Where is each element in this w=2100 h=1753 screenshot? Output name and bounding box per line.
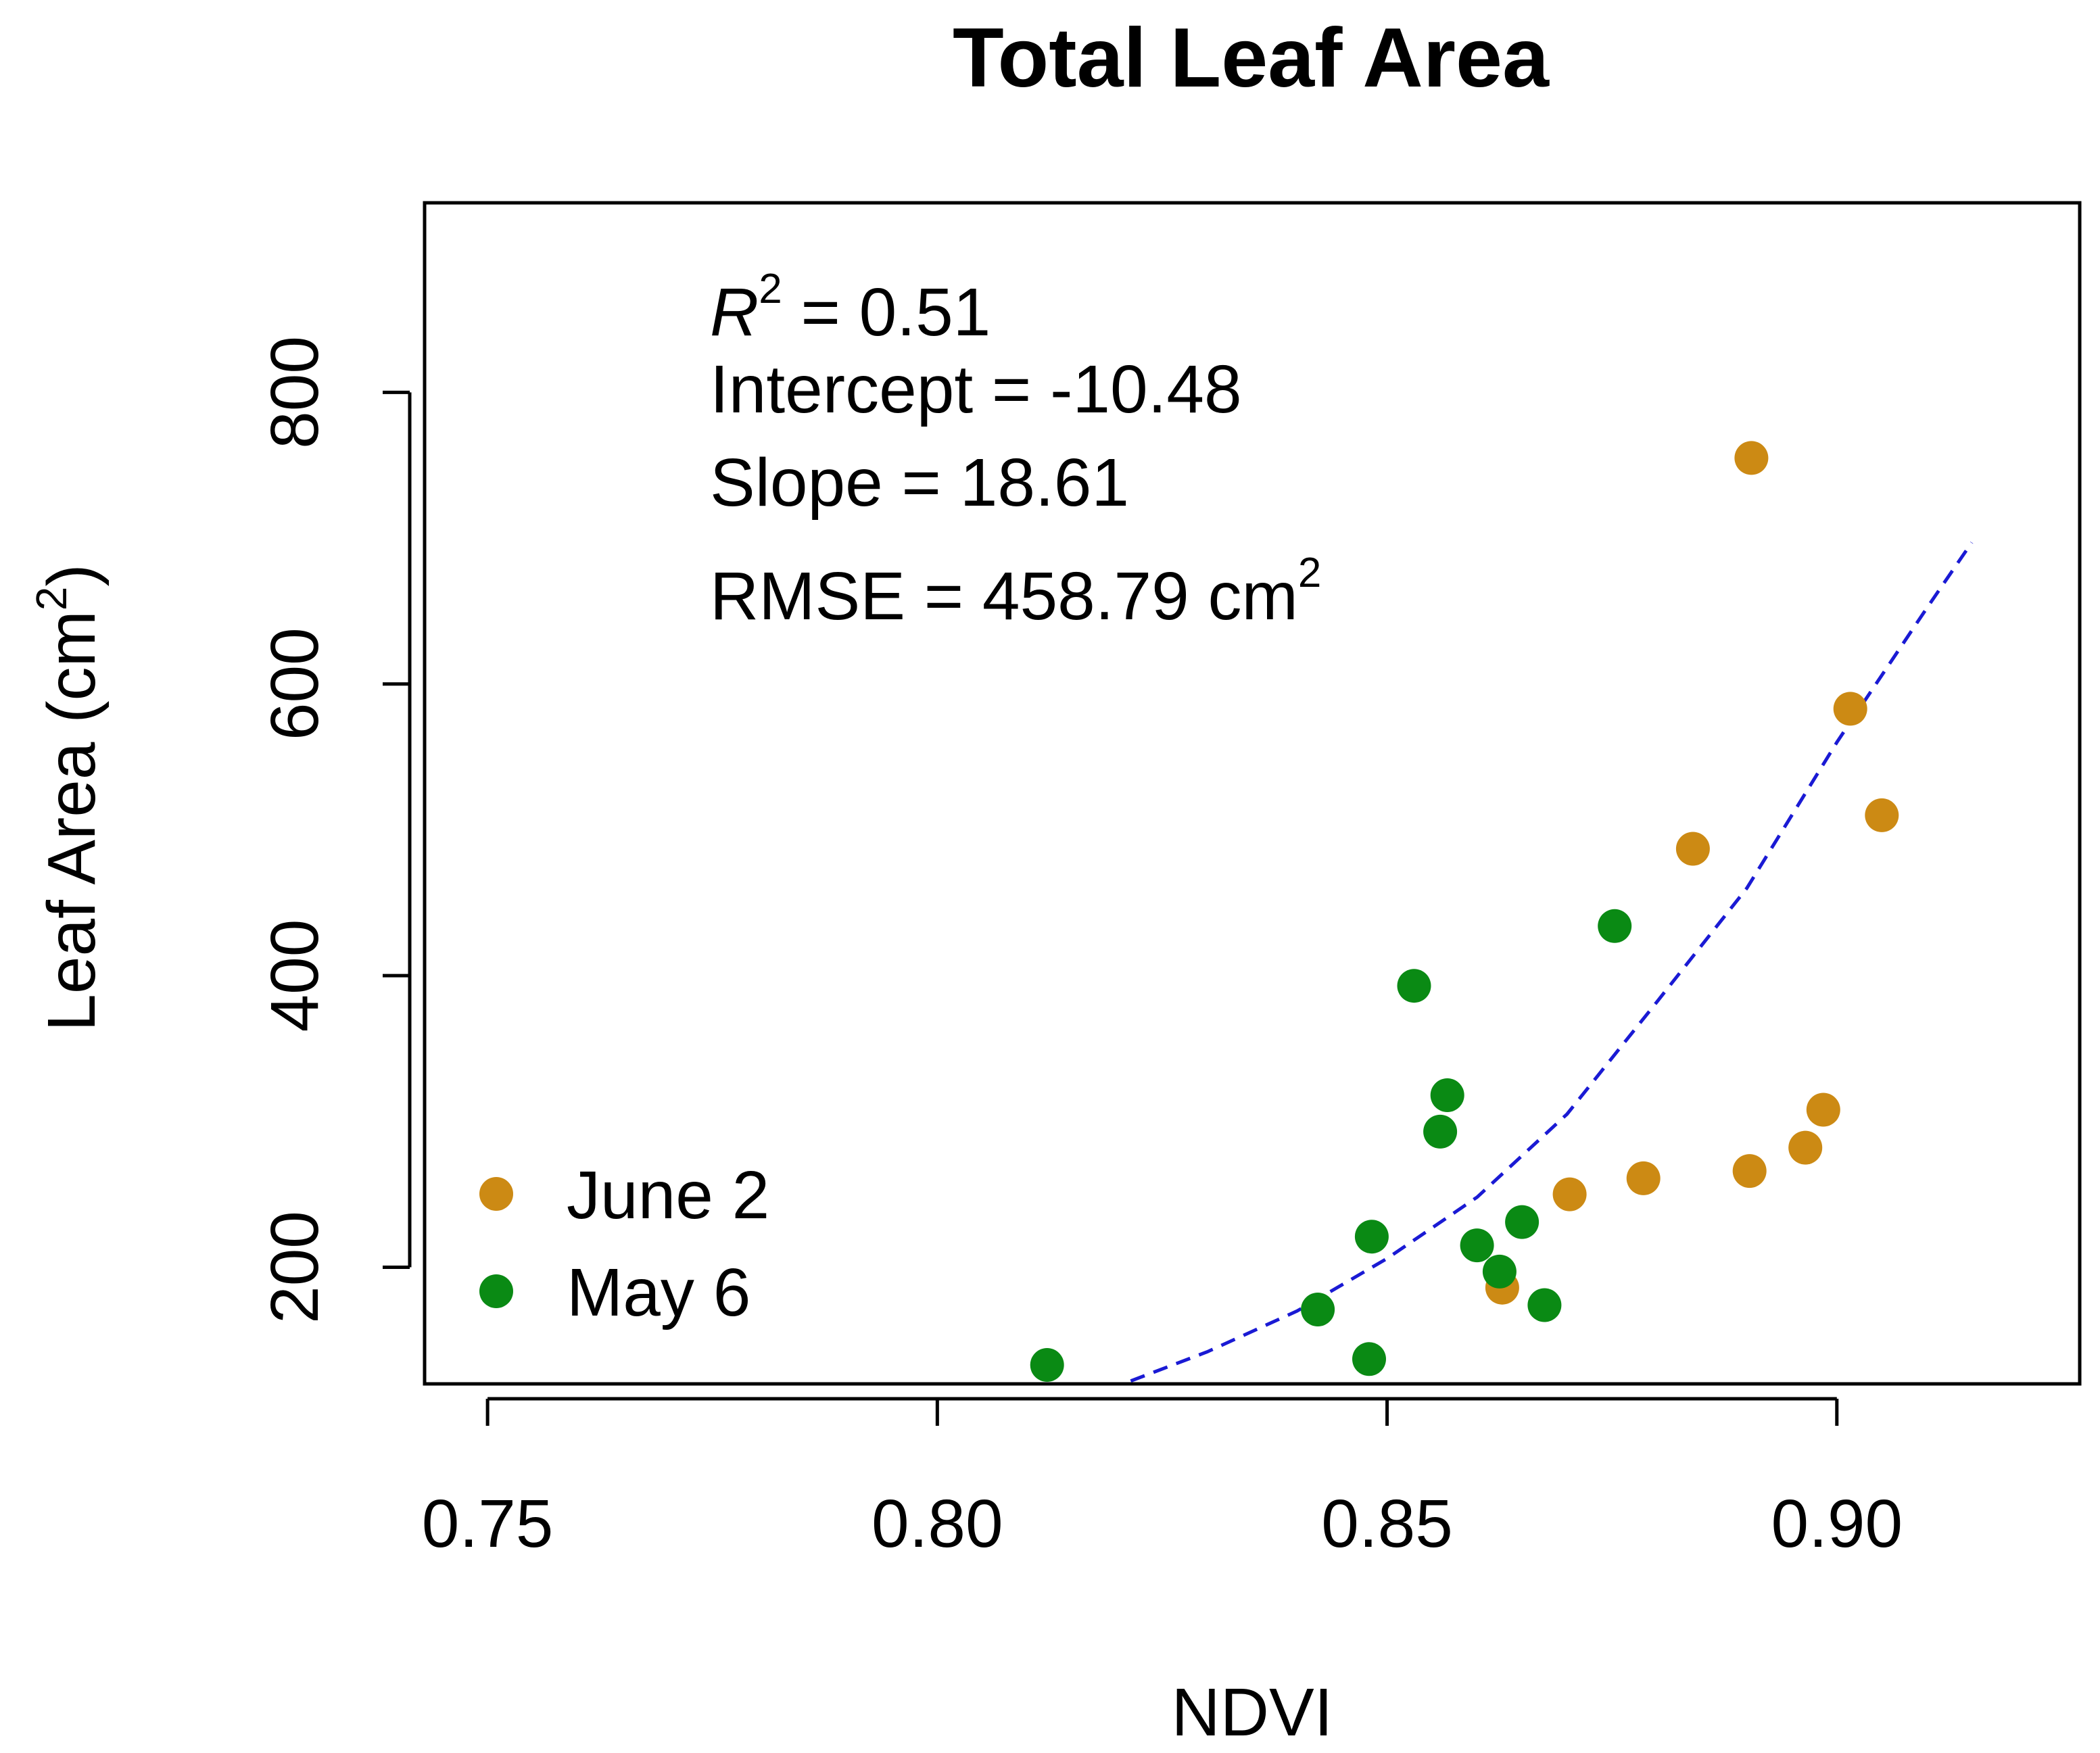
points-layer	[1030, 441, 1899, 1382]
data-point-june-2	[1675, 832, 1710, 866]
legend-marker-may-6	[479, 1274, 513, 1308]
data-point-may-6	[1527, 1288, 1562, 1322]
data-point-june-2	[1626, 1161, 1661, 1195]
data-point-may-6	[1598, 909, 1632, 943]
y-axis-label-main: Leaf Area (cm	[34, 610, 110, 1032]
legend-label-may-6: May 6	[567, 1255, 750, 1330]
x-axis-label: NDVI	[1172, 1675, 1333, 1750]
data-point-may-6	[1354, 1220, 1389, 1254]
r-squared-symbol: R	[710, 274, 759, 350]
r-squared-sup: 2	[759, 266, 782, 312]
x-axis: 0.75 0.80 0.85 0.90	[422, 1397, 1903, 1562]
data-point-june-2	[1732, 1154, 1767, 1188]
r-squared-value: = 0.51	[782, 274, 991, 350]
stats-annotation: R2 = 0.51 Intercept = -10.48 Slope = 18.…	[710, 266, 1321, 634]
rmse-value: RMSE = 458.79 cm	[710, 558, 1298, 634]
data-point-may-6	[1352, 1342, 1386, 1376]
data-point-june-2	[1552, 1177, 1587, 1211]
regression-fit-line	[1130, 542, 1974, 1383]
data-point-june-2	[1788, 1130, 1823, 1165]
slope-label: Slope = 18.61	[710, 445, 1129, 521]
y-axis-label-sup: 2	[27, 587, 76, 611]
legend-marker-june-2	[479, 1177, 513, 1211]
fit-line-layer	[1130, 542, 1974, 1383]
data-point-may-6	[1301, 1293, 1335, 1326]
legend: June 2 May 6	[479, 1157, 769, 1330]
rmse-unit-sup: 2	[1298, 550, 1321, 596]
data-point-may-6	[1423, 1114, 1458, 1149]
y-tick-label: 600	[257, 627, 333, 740]
data-point-may-6	[1430, 1078, 1464, 1112]
y-axis-label-close: )	[34, 564, 110, 586]
x-tick-label: 0.85	[1321, 1486, 1453, 1562]
intercept-label: Intercept = -10.48	[710, 352, 1242, 427]
y-tick-label: 800	[257, 336, 333, 449]
x-tick-label: 0.80	[872, 1486, 1003, 1562]
x-tick-label: 0.90	[1771, 1486, 1903, 1562]
data-point-may-6	[1482, 1254, 1517, 1289]
legend-label-june-2: June 2	[567, 1157, 769, 1233]
data-point-june-2	[1806, 1092, 1840, 1127]
data-point-may-6	[1030, 1348, 1064, 1382]
y-axis: 200 400 600 800	[257, 336, 412, 1324]
y-axis-label: Leaf Area (cm2)	[27, 564, 110, 1031]
data-point-june-2	[1865, 798, 1899, 832]
data-point-june-2	[1734, 441, 1769, 475]
x-tick-label: 0.75	[422, 1486, 554, 1562]
plot-frame	[423, 201, 2082, 1386]
chart-title: Total Leaf Area	[953, 11, 1550, 105]
rmse-label: RMSE = 458.79 cm2	[710, 550, 1321, 634]
y-tick-label: 400	[257, 919, 333, 1032]
data-point-may-6	[1397, 969, 1431, 1003]
data-point-june-2	[1833, 692, 1867, 726]
data-point-may-6	[1505, 1205, 1540, 1239]
y-tick-label: 200	[257, 1211, 333, 1324]
r-squared-label: R2 = 0.51	[710, 266, 991, 350]
data-point-may-6	[1460, 1228, 1494, 1263]
